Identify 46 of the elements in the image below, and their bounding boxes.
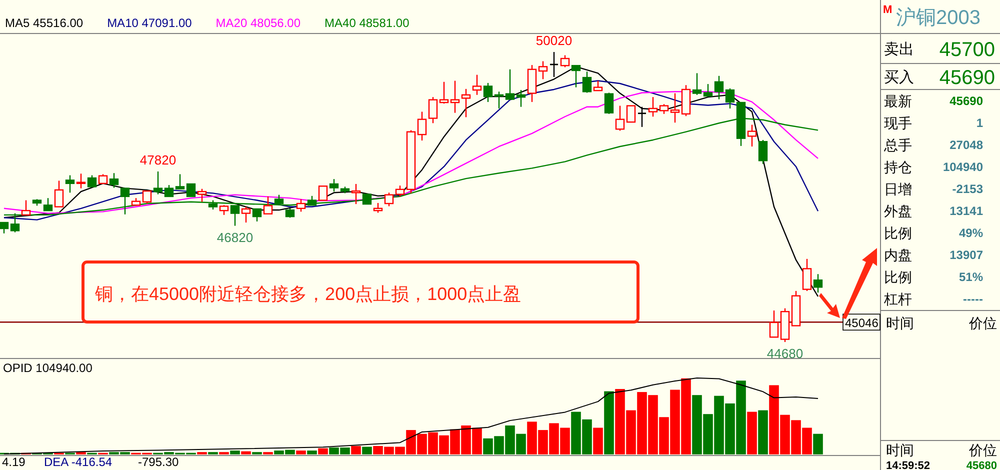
annotation: 46820: [216, 230, 254, 245]
text: 总手: [883, 137, 912, 153]
text: 13141: [950, 204, 984, 218]
text: MA20 48056.00: [216, 16, 301, 30]
annotation: 44680: [766, 346, 804, 361]
ref-line-label: 45046: [845, 316, 879, 330]
text: 45700: [939, 39, 995, 61]
text: 沪铜2003: [896, 6, 980, 29]
text: 杠杆: [883, 291, 912, 307]
text: 外盘: [884, 203, 912, 219]
text: 4.19: [2, 455, 26, 469]
annotation: 50020: [536, 33, 572, 48]
text: 45690: [939, 67, 995, 89]
text: 27048: [950, 138, 984, 152]
text: MA5 45516.00: [5, 16, 84, 30]
text: 买入: [884, 69, 914, 86]
text: M: [883, 4, 892, 16]
text: MA40 48581.00: [324, 16, 410, 30]
text: 1: [976, 116, 984, 130]
text: 时间: [886, 315, 914, 331]
text: 日增: [884, 181, 912, 197]
text: 49%: [958, 226, 984, 240]
text: 价位: [968, 442, 997, 458]
text: MA10 47091.00: [107, 16, 192, 30]
text: 现手: [884, 115, 912, 131]
text: -795.30: [138, 455, 180, 469]
text: DEA -416.54: [44, 455, 112, 469]
text: 时间: [886, 442, 914, 458]
text: 比例: [884, 269, 912, 285]
text: 13907: [950, 248, 984, 262]
text: 比例: [884, 225, 912, 241]
annotation: 铜，在45000附近轻仓接多，200点止损，1000点止盈: [94, 284, 522, 304]
text: 内盘: [884, 247, 912, 263]
text: -----: [963, 292, 983, 306]
annotation: 47820: [140, 152, 176, 168]
text: 价位: [968, 315, 997, 331]
text: 51%: [958, 270, 984, 284]
text: 104940: [942, 160, 984, 174]
text: -2153: [952, 182, 984, 196]
text: 14:59:52: [886, 460, 930, 470]
text: OPID 104940.00: [3, 361, 93, 375]
text: 45680: [966, 460, 997, 470]
text: 卖出: [884, 41, 914, 58]
text: 持仓: [884, 159, 912, 175]
text: 45690: [950, 94, 984, 108]
text: 最新: [884, 93, 912, 109]
